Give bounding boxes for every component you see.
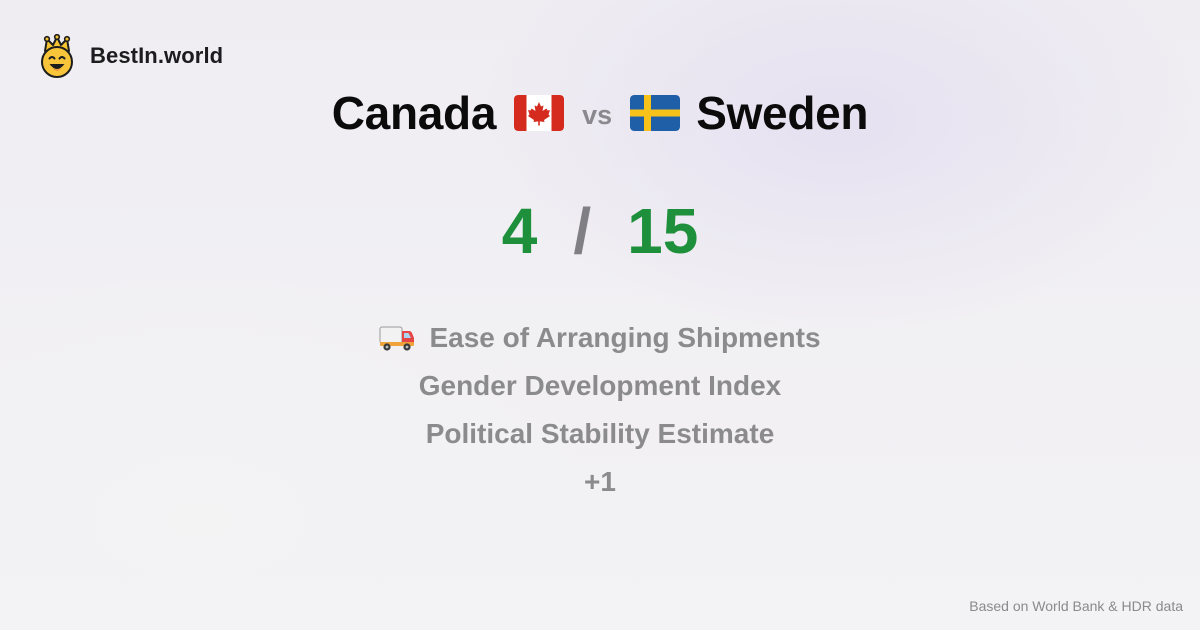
crowned-smiley-icon <box>41 34 73 78</box>
brand-name: BestIn.world <box>90 43 224 68</box>
data-source-note: Based on World Bank & HDR data <box>969 598 1183 614</box>
metric-item-shipments: Ease of Arranging Shipments <box>0 314 1200 362</box>
comparison-title: Canada vs Sweden <box>0 86 1200 140</box>
country-name-left: Canada <box>331 87 497 139</box>
metric-item-political-stability: Political Stability Estimate <box>0 410 1200 458</box>
metric-item-more-count: +1 <box>0 458 1200 506</box>
canada-flag-icon <box>514 95 565 131</box>
metric-list: Ease of Arranging Shipments Gender Devel… <box>0 314 1200 506</box>
metric-item-gender-development: Gender Development Index <box>0 362 1200 410</box>
metric-label: Political Stability Estimate <box>425 418 775 449</box>
metric-label: Gender Development Index <box>418 370 782 401</box>
brand[interactable]: BestIn.world <box>38 34 223 78</box>
score-display: 4 / 15 <box>0 194 1200 268</box>
metric-more-label: +1 <box>584 466 616 497</box>
country-name-right: Sweden <box>696 87 869 139</box>
score-right: 15 <box>627 195 699 267</box>
vs-label: vs <box>582 99 613 130</box>
score-separator: / <box>573 195 592 267</box>
metric-label: Ease of Arranging Shipments <box>429 322 821 353</box>
sweden-flag-icon <box>630 95 681 131</box>
score-left: 4 <box>501 195 538 267</box>
truck-icon <box>379 326 415 351</box>
